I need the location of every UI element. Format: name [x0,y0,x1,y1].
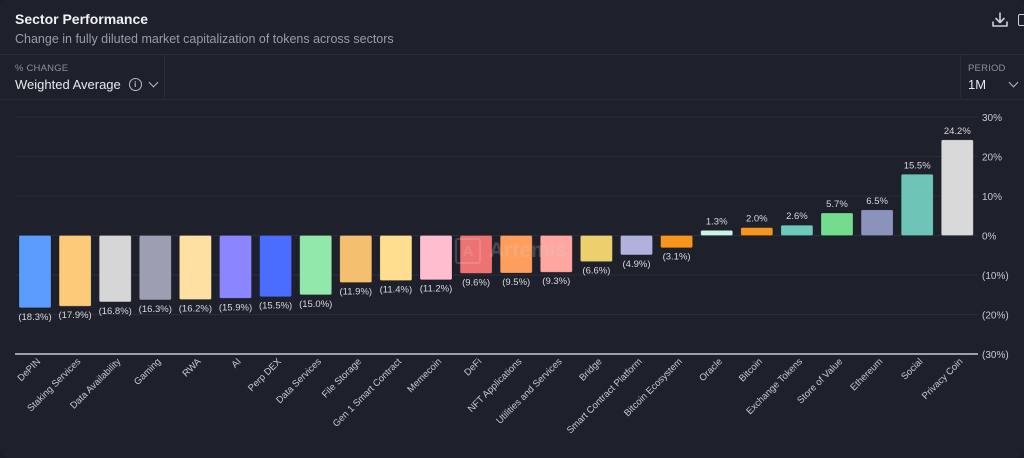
x-tick-label: Social [899,356,925,382]
bar-value-label: (11.2%) [420,284,453,295]
bar-value-label: (11.9%) [340,287,373,298]
bar-file-storage[interactable] [339,235,373,283]
bar-value-label: (11.4%) [380,285,413,296]
bar-bitcoin-ecosystem[interactable] [660,235,693,249]
period-value: 1M [968,77,987,92]
x-tick-label: Gaming [132,356,163,387]
bar-depin[interactable] [18,235,52,309]
bar-social[interactable] [900,173,934,236]
bar-value-label: 2.6% [786,211,808,222]
y-axis-ticks: 30% 20% 10% 0% (10%) (20%) (30%) [982,113,1009,361]
bar-value-label: (15.5%) [259,301,292,312]
bar-value-label: (9.5%) [502,277,530,288]
period-label: PERIOD [968,63,1006,74]
bar-ethereum[interactable] [860,209,894,236]
bar-value-label: 15.5% [904,160,931,171]
bar-value-label: (15.9%) [219,302,252,313]
bar-value-label: 1.3% [706,216,728,227]
bar-chart: (18.3%) (17.9%) (16.8%) (16.3%) (16.2%) (15.9… [15,113,1009,436]
bar-value-label: (16.8%) [99,306,132,317]
metric-value: Weighted Average [15,77,121,92]
period-dropdown[interactable]: 1M [968,77,1019,92]
expand-icon[interactable] [1018,14,1024,26]
bar-exchange-tokens[interactable] [780,224,814,236]
x-tick-label: DePIN [16,356,44,384]
x-tick-label: Bitcoin [737,356,765,384]
y-tick-label: 0% [982,232,997,243]
bar-memecoin[interactable] [419,235,453,281]
bar-defi[interactable] [459,235,493,274]
bar-rwa[interactable] [178,235,212,300]
y-tick-label: (20%) [982,311,1009,322]
chart-subtitle: Change in fully diluted market capitaliz… [15,32,394,46]
bar-data-availability[interactable] [98,235,132,303]
controls-divider [960,54,961,98]
bar-smart-contract-platform[interactable] [620,235,653,256]
bar-value-label: (4.9%) [623,259,651,270]
bar-gaming[interactable] [138,235,172,301]
bar-value-label: 5.7% [826,199,848,210]
bar-value-label: 24.2% [944,126,971,137]
bar-utilities-and-services[interactable] [539,235,573,273]
x-tick-label: Oracle [697,356,725,384]
chevron-down-icon [1008,77,1019,88]
x-tick-label: Gen 1 Smart Contract [331,356,404,429]
x-tick-label: File Storage [320,356,364,400]
bar-store-of-value[interactable] [820,212,854,236]
x-tick-label: Bridge [577,356,604,383]
bar-value-label: (18.3%) [18,312,51,323]
metric-label: % CHANGE [15,63,69,74]
bar-value-label: (15.0%) [299,299,332,310]
chevron-down-icon [148,77,159,88]
bar-oracle[interactable] [700,229,734,236]
value-labels: (18.3%) (17.9%) (16.8%) (16.3%) (16.2%) (15.9… [18,126,971,323]
controls-bar [0,54,1024,100]
download-icon[interactable] [991,11,1009,29]
controls-divider [164,54,165,98]
bar-value-label: 2.0% [746,214,768,225]
metric-dropdown[interactable]: Weighted Average i [15,77,159,92]
bar-nft-applications[interactable] [499,235,533,274]
bar-value-label: (9.6%) [462,277,490,288]
bar-value-label: 6.5% [866,196,888,207]
bar-value-label: (9.3%) [542,276,570,287]
bar-staking-services[interactable] [58,235,92,307]
x-tick-label: Privacy Coin [920,356,965,401]
bar-gen-1-smart-contract[interactable] [379,235,413,281]
y-tick-label: (30%) [982,350,1009,361]
x-tick-label: Memecoin [405,356,444,395]
y-tick-label: 10% [982,192,1002,203]
x-tick-label: DeFi [462,356,484,378]
info-icon[interactable]: i [128,78,142,91]
bar-perp-dex[interactable] [259,235,293,298]
bar-value-label: (16.3%) [139,304,172,315]
bar-privacy-coin[interactable] [940,139,974,236]
x-tick-label: Smart Contract Platform [565,356,645,436]
x-tick-label: Ethereum [848,356,885,393]
bars [18,139,974,309]
grid-lines [15,116,978,355]
y-tick-label: (10%) [982,271,1009,282]
bar-data-services[interactable] [299,235,333,296]
y-tick-label: 20% [982,153,1002,164]
bar-bridge[interactable] [580,235,613,262]
bar-bitcoin[interactable] [740,227,774,236]
x-tick-label: RWA [180,356,204,380]
bar-value-label: (6.6%) [582,266,610,277]
chart-title: Sector Performance [15,11,149,27]
bar-value-label: (17.9%) [58,310,91,321]
x-tick-label: AI [229,356,243,370]
x-tick-label: Perp DEX [246,356,284,394]
bar-ai[interactable] [219,235,252,299]
bar-value-label: (3.1%) [663,252,691,263]
bar-value-label: (16.2%) [179,303,212,314]
y-tick-label: 30% [982,113,1002,124]
